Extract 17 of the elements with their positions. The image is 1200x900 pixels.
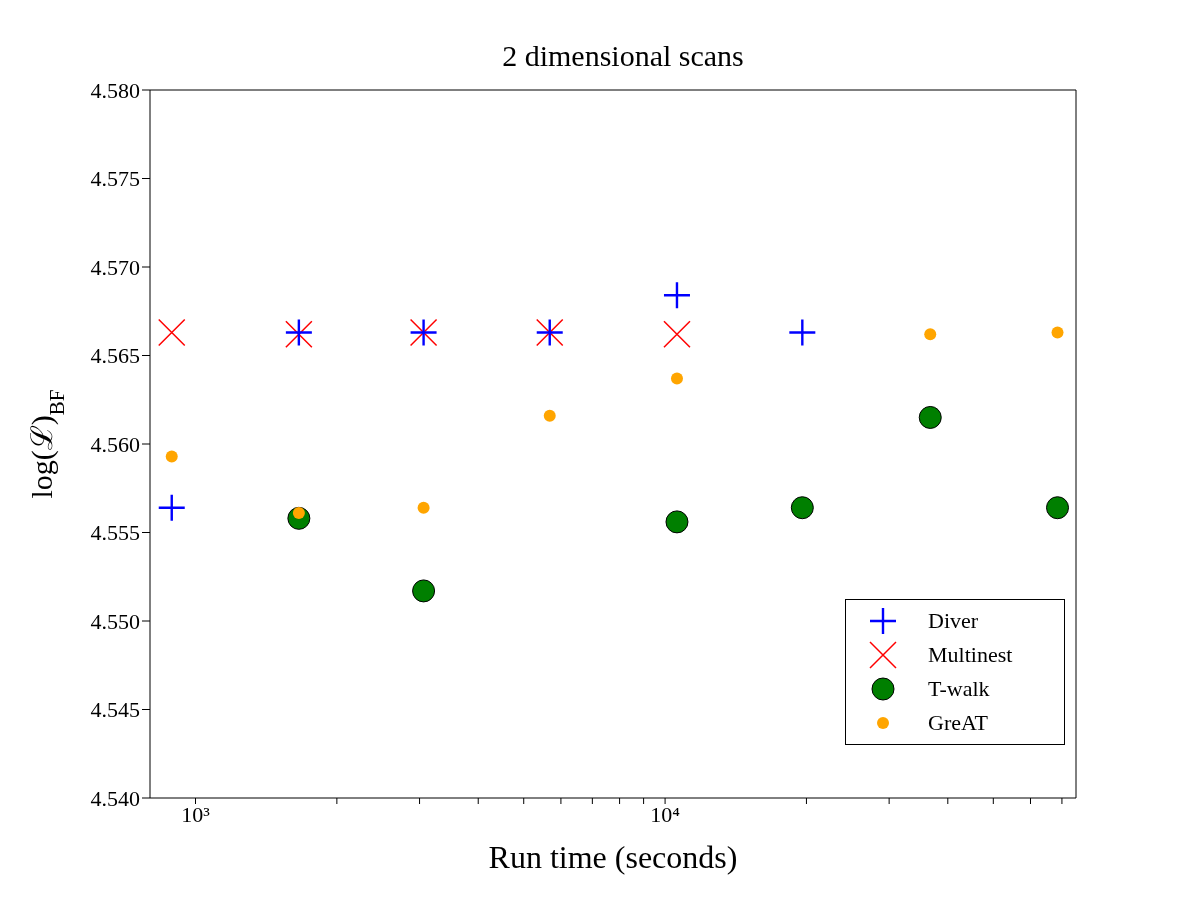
y-tick-label: 4.565 [90,343,140,369]
y-tick-label: 4.555 [90,520,140,546]
chart-title: 2 dimensional scans [502,39,744,72]
x-axis-title: Run time (seconds) [488,839,738,875]
legend-label: T-walk [928,676,990,702]
y-tick-label: 4.545 [90,697,140,723]
x-tick-label: 10⁴ [650,801,681,827]
y-tick-label: 4.540 [90,785,140,811]
legend-label: Diver [928,608,979,634]
legend-label: GreAT [928,710,988,736]
y-tick-label: 4.550 [90,608,140,634]
legend-label: Multinest [928,642,1013,668]
y-tick-label: 4.560 [90,431,140,457]
y-tick-label: 4.580 [90,77,140,103]
y-tick-label: 4.575 [90,166,140,192]
x-tick-label: 10³ [181,801,211,827]
y-tick-label: 4.570 [90,254,140,280]
